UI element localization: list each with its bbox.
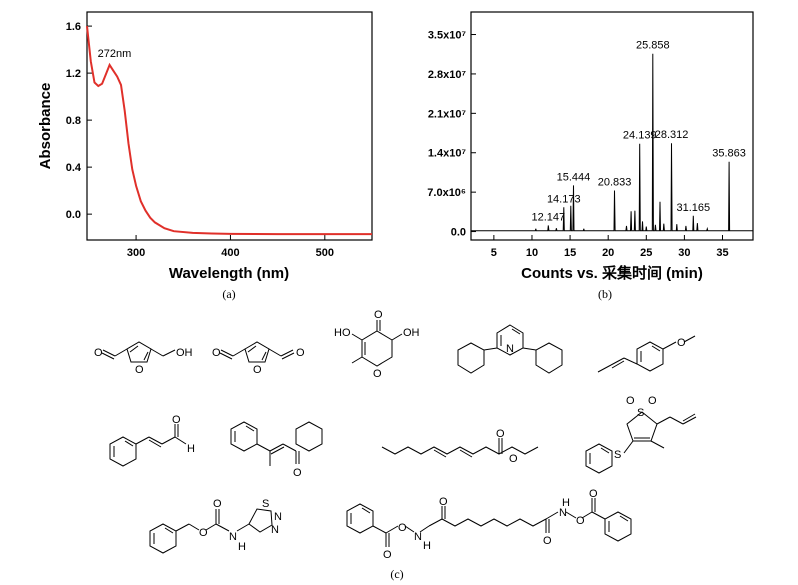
- x-tick-label: 35: [716, 247, 728, 259]
- atom-o: O: [296, 347, 305, 359]
- atom-o: O: [213, 498, 222, 510]
- atom-o: O: [626, 395, 635, 407]
- atom-o: O: [383, 549, 392, 561]
- x-axis-title-b: Counts vs. 采集时间 (min): [521, 264, 703, 282]
- peak-label: 20.833: [598, 176, 632, 188]
- atom-o: O: [172, 414, 181, 426]
- y-tick-label: 2.1x10⁷: [428, 108, 467, 120]
- atom-oh: OH: [403, 327, 420, 339]
- structure-dypnone: O: [230, 421, 323, 479]
- atom-o: O: [589, 488, 598, 500]
- atom-o: O: [648, 395, 657, 407]
- peak-label: 24.139: [623, 130, 657, 142]
- atom-o: O: [398, 522, 407, 534]
- atom-ho: HO: [334, 327, 351, 339]
- structure-ddmp: O HO OH O: [334, 309, 420, 380]
- atom-h: H: [187, 443, 195, 455]
- atom-o: O: [576, 515, 585, 527]
- chromatogram-trace: [471, 53, 753, 232]
- peak-label: 28.312: [655, 129, 689, 141]
- y-tick-label: 3.5x10⁷: [428, 30, 467, 42]
- y-tick-label: 2.8x10⁷: [428, 69, 467, 81]
- x-tick-label: 400: [221, 247, 239, 259]
- atom-n: N: [271, 524, 279, 536]
- x-tick-label: 25: [640, 247, 652, 259]
- atom-o: O: [509, 453, 518, 465]
- atom-o: O: [199, 527, 208, 539]
- x-tick-label: 500: [316, 247, 334, 259]
- absorbance-curve: [86, 25, 372, 236]
- atom-o: O: [373, 368, 382, 380]
- atom-h: H: [562, 497, 570, 509]
- panel-label-a: (a): [222, 287, 235, 301]
- x-tick-label: 20: [602, 247, 614, 259]
- atom-o: O: [543, 535, 552, 547]
- chart-b-frame: [470, 11, 754, 241]
- structure-suberamide: O O N H O O N H O O: [346, 488, 632, 561]
- y-tick-label: 0.0: [451, 227, 466, 239]
- chart-a-ticks: 0.0 0.4 0.8 1.2 1.6 300 400 500: [66, 21, 334, 259]
- structure-cinnamaldehyde: O H: [109, 414, 195, 467]
- atom-s: S: [614, 449, 621, 461]
- uv-vis-chart: 0.0 0.4 0.8 1.2 1.6 300 400 500 272nm Absorbanc…: [37, 11, 373, 301]
- chart-b-ticks: 0.0 7.0x10⁶ 1.4x10⁷ 2.1x10⁷ 2.8x10⁷ 3.5x10⁷ 5 1…: [427, 30, 728, 259]
- structure-ethyl-decadienoate: O O: [381, 428, 539, 465]
- atom-n: N: [229, 531, 237, 543]
- y-tick-label: 0.4: [66, 162, 82, 174]
- x-tick-label: 5: [491, 247, 497, 259]
- x-tick-label: 300: [127, 247, 145, 259]
- atom-h: H: [238, 541, 246, 553]
- y-tick-label: 1.6: [66, 21, 81, 33]
- structure-diphenylpyridine: N: [457, 324, 563, 374]
- peak-label: 31.165: [676, 202, 710, 214]
- structure-anethole: O: [597, 335, 696, 373]
- y-tick-label: 0.0: [66, 209, 81, 221]
- atom-o: O: [212, 347, 221, 359]
- peak-label: 35.863: [712, 148, 746, 160]
- x-tick-label: 15: [564, 247, 576, 259]
- peak-label: 25.858: [636, 40, 670, 52]
- atom-o: O: [293, 467, 302, 479]
- peak-labels: 12.147 14.173 15.444 20.833 24.139 25.858 28.3…: [532, 40, 746, 224]
- atom-n: N: [414, 531, 422, 543]
- y-axis-title: Absorbance: [37, 83, 54, 170]
- atom-o: O: [253, 364, 262, 376]
- peak-label: 15.444: [557, 171, 591, 183]
- atom-n: N: [506, 343, 514, 355]
- structure-hmf: O O OH: [94, 341, 193, 376]
- x-tick-label: 10: [526, 247, 538, 259]
- atom-o: O: [439, 496, 448, 508]
- structure-dff: O O O: [212, 341, 305, 376]
- panel-label-c: (c): [390, 567, 403, 581]
- structure-thiadiazole-carbamate: O O N H S N N: [149, 498, 282, 554]
- peak-label: 14.173: [547, 193, 581, 205]
- gc-ms-chart: 0.0 7.0x10⁶ 1.4x10⁷ 2.1x10⁷ 2.8x10⁷ 3.5x10⁷ 5 1…: [427, 11, 754, 301]
- y-tick-label: 0.8: [66, 115, 81, 127]
- chart-a-frame: [86, 11, 373, 241]
- x-axis-title: Wavelength (nm): [169, 265, 289, 282]
- atom-s: S: [262, 498, 269, 510]
- atom-oh: OH: [176, 347, 193, 359]
- peak-annotation: 272nm: [98, 48, 132, 60]
- atom-o: O: [94, 347, 103, 359]
- y-tick-label: 1.2: [66, 68, 81, 80]
- atom-o: O: [374, 309, 383, 321]
- atom-h: H: [423, 540, 431, 552]
- atom-n: N: [559, 507, 567, 519]
- atom-n: N: [274, 511, 282, 523]
- peak-label: 12.147: [532, 211, 566, 223]
- atom-o: O: [496, 428, 505, 440]
- atom-o: O: [677, 337, 686, 349]
- molecular-structures: O O OH O O O O: [94, 309, 697, 581]
- y-tick-label: 7.0x10⁶: [427, 187, 466, 199]
- y-tick-label: 1.4x10⁷: [428, 148, 467, 160]
- atom-o: O: [135, 364, 144, 376]
- panel-label-b: (b): [598, 287, 612, 301]
- structure-sulfolene: S O O S: [585, 395, 697, 474]
- x-tick-label: 30: [678, 247, 690, 259]
- atom-s: S: [637, 407, 644, 419]
